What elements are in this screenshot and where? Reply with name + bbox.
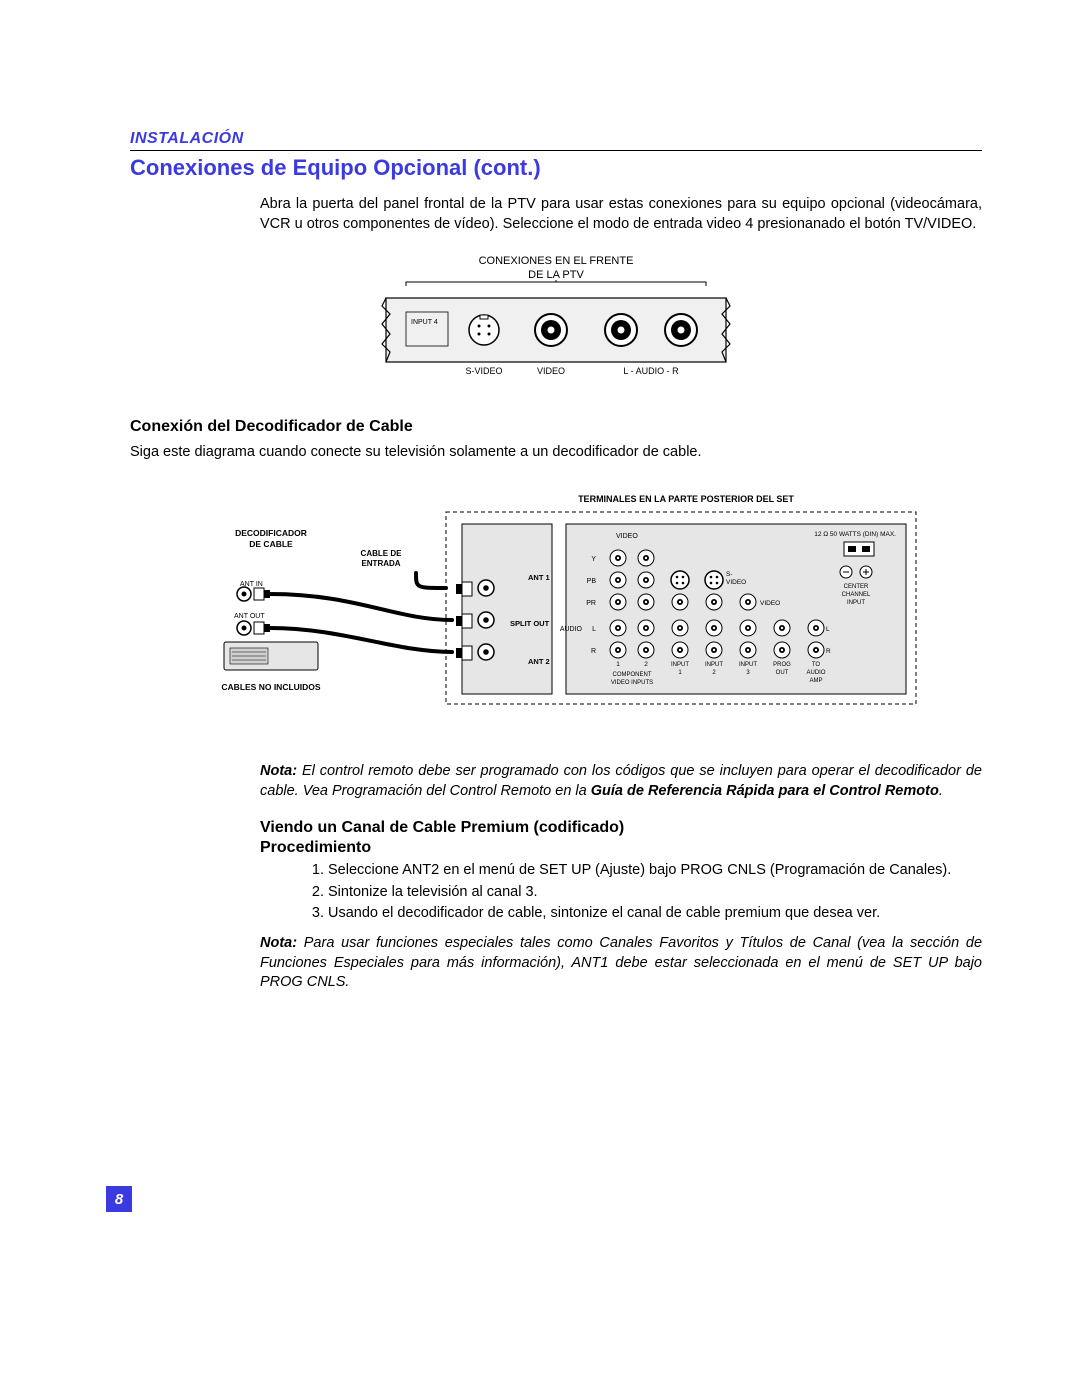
input4-label: INPUT 4 [411, 319, 438, 326]
cable-in-label-1: CABLE DE [361, 549, 403, 558]
svg-text:COMPONENT: COMPONENT [613, 672, 652, 678]
front-panel-diagram: CONEXIONES EN EL FRENTE DE LA PTV INPUT … [130, 252, 982, 382]
svg-text:CENTER: CENTER [844, 584, 869, 590]
svg-text:VIDEO INPUTS: VIDEO INPUTS [611, 680, 653, 686]
procedure-steps: Seleccione ANT2 en el menú de SET UP (Aj… [304, 861, 982, 924]
decoder-label-2: DE CABLE [249, 539, 293, 549]
r-label: R [591, 648, 596, 655]
note-2: Nota: Para usar funciones especiales tal… [260, 934, 982, 993]
rule [130, 150, 982, 151]
ant1-label: ANT 1 [528, 573, 550, 582]
manual-page: INSTALACIÓN Conexiones de Equipo Opciona… [0, 0, 1080, 1071]
page-number: 8 [106, 1186, 132, 1212]
svg-text:2: 2 [644, 661, 648, 668]
ant-out-label: ANT OUT [234, 613, 265, 620]
pr-label: PR [586, 600, 596, 607]
svg-text:TO: TO [812, 662, 821, 668]
caption-line-1: CONEXIONES EN EL FRENTE [479, 255, 634, 267]
step-item: Sintonize la televisión al canal 3. [328, 883, 982, 903]
intro-paragraph: Abra la puerta del panel frontal de la P… [260, 195, 982, 234]
subheading-cable-decoder: Conexión del Decodificador de Cable [130, 418, 982, 436]
svideo-label: S-VIDEO [465, 366, 502, 376]
svg-text:INPUT: INPUT [739, 662, 757, 668]
video-right-label: VIDEO [760, 600, 780, 607]
svg-text:1: 1 [616, 661, 620, 668]
section-tag: INSTALACIÓN [130, 130, 982, 148]
note-strong-1: Guía de Referencia Rápida para el Contro… [591, 783, 939, 799]
svg-text:INPUT: INPUT [671, 662, 689, 668]
note-body-2: Para usar funciones especiales tales com… [260, 935, 982, 990]
video-top-label: VIDEO [616, 533, 638, 540]
svg-text:INPUT: INPUT [705, 662, 723, 668]
page-title: Conexiones de Equipo Opcional (cont.) [130, 155, 982, 181]
ant2-label: ANT 2 [528, 657, 550, 666]
note-trail: . [939, 783, 943, 799]
rca-audio-r-jack [665, 314, 697, 346]
s-video-minilabel: VIDEO [726, 579, 746, 586]
svg-text:R: R [826, 648, 831, 655]
rear-terminal-diagram: TERMINALES EN LA PARTE POSTERIOR DEL SET… [130, 488, 982, 728]
svg-text:CHANNEL: CHANNEL [842, 592, 871, 598]
cable-in-label-2: ENTRADA [361, 559, 400, 568]
decoder-label-1: DECODIFICADOR [235, 528, 307, 538]
caption-line-2: DE LA PTV [528, 269, 584, 281]
svg-text:PROG: PROG [773, 662, 791, 668]
pb-label: PB [587, 578, 597, 585]
rear-title: TERMINALES EN LA PARTE POSTERIOR DEL SET [578, 494, 794, 504]
procedure-title: Viendo un Canal de Cable Premium (codifi… [260, 819, 982, 837]
l-label: L [592, 626, 596, 633]
split-out-label: SPLIT OUT [510, 619, 550, 628]
svg-text:AUDIO: AUDIO [806, 670, 825, 676]
step-item: Seleccione ANT2 en el menú de SET UP (Aj… [328, 861, 982, 881]
front-panel-svg: CONEXIONES EN EL FRENTE DE LA PTV INPUT … [376, 252, 736, 382]
note-label-2: Nota: [260, 935, 297, 951]
rca-audio-l-jack [605, 314, 637, 346]
procedure-subtitle: Procedimiento [260, 839, 982, 857]
cables-not-included: CABLES NO INCLUIDOS [221, 682, 321, 692]
svg-text:L: L [826, 626, 830, 633]
svg-text:OUT: OUT [776, 670, 789, 676]
note-1: Nota: El control remoto debe ser program… [260, 762, 982, 801]
svg-text:S-: S- [726, 571, 733, 578]
spec-label: 12 Ω 50 WATTS (DIN) MAX. [814, 531, 896, 538]
rca-video-jack [535, 314, 567, 346]
rear-terminal-svg: TERMINALES EN LA PARTE POSTERIOR DEL SET… [186, 488, 926, 728]
lead-paragraph: Siga este diagrama cuando conecte su tel… [130, 444, 982, 460]
audio-mini-label: AUDIO [560, 626, 583, 633]
note-label: Nota: [260, 763, 297, 779]
y-label: Y [591, 556, 596, 563]
step-item: Usando el decodificador de cable, sinton… [328, 904, 982, 924]
audio-label: L - AUDIO - R [623, 366, 679, 376]
svg-text:AMP: AMP [809, 678, 822, 684]
svg-text:INPUT: INPUT [847, 600, 865, 606]
video-label: VIDEO [537, 366, 565, 376]
